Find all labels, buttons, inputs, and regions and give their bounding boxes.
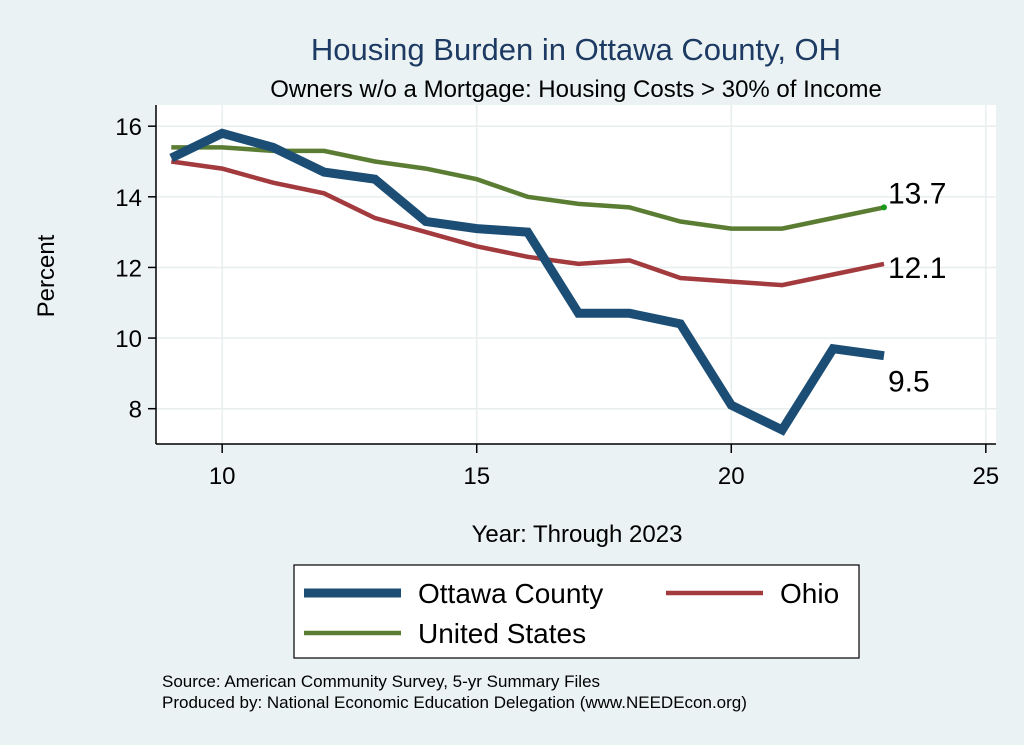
x-tick-label: 25	[972, 463, 999, 490]
end-label: 9.5	[888, 366, 930, 399]
y-tick-label: 8	[129, 397, 142, 424]
series-line-ottawa-county	[169, 128, 885, 436]
legend-items: Ottawa County Ohio United States	[304, 578, 839, 649]
legend: Ottawa County Ohio United States	[293, 564, 860, 659]
legend-label: Ohio	[780, 578, 839, 609]
series-endpoint-marker	[881, 204, 887, 211]
y-tick-label: 16	[115, 114, 142, 141]
y-tick-label: 12	[115, 255, 142, 282]
chart-title: Housing Burden in Ottawa County, OH	[311, 32, 841, 67]
legend-label: United States	[418, 618, 586, 649]
end-labels: 9.5 12.1 13.7	[888, 177, 946, 398]
x-axis-title: Year: Through 2023	[472, 521, 683, 548]
end-label: 13.7	[888, 177, 946, 210]
x-tick-label: 20	[718, 463, 745, 490]
producer-note: Produced by: National Economic Education…	[162, 693, 747, 712]
end-label: 12.1	[888, 252, 946, 285]
series-line-ohio	[170, 159, 885, 288]
source-note: Source: American Community Survey, 5-yr …	[162, 672, 600, 691]
gridlines	[156, 105, 996, 444]
chart-subtitle: Owners w/o a Mortgage: Housing Costs > 3…	[270, 76, 882, 103]
y-tick-label: 14	[115, 185, 142, 212]
axis-ticks: 8 10 12 14 16 10 15 20 25	[115, 114, 999, 490]
y-tick-label: 10	[115, 326, 142, 353]
y-axis-title: Percent	[33, 234, 60, 317]
x-tick-label: 10	[209, 463, 236, 490]
series-lines	[169, 128, 887, 436]
x-tick-label: 15	[463, 463, 490, 490]
legend-box	[293, 564, 860, 659]
legend-label: Ottawa County	[418, 578, 603, 609]
